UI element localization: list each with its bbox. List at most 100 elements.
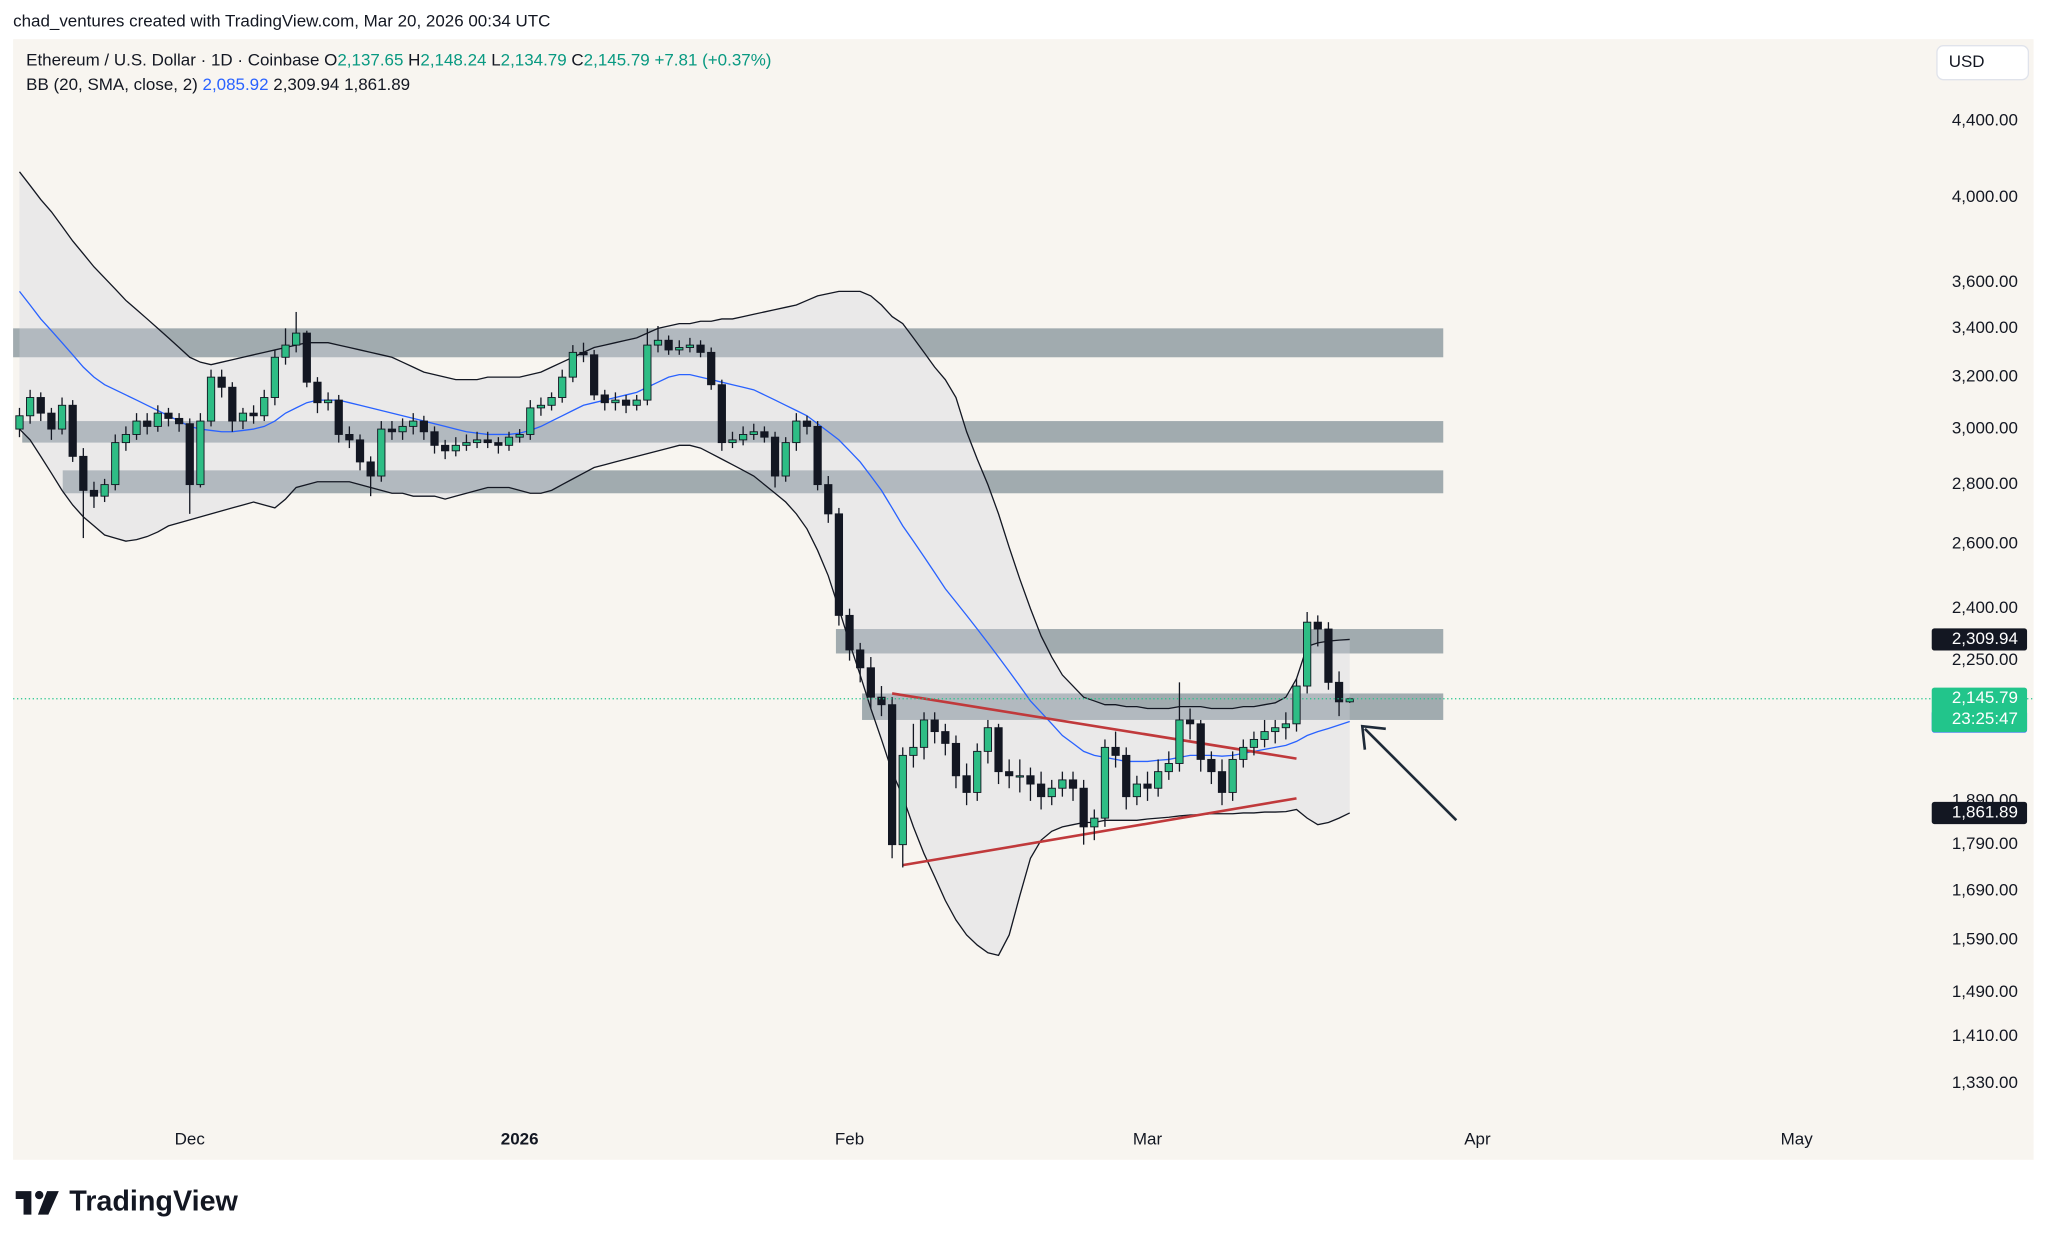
candle-body xyxy=(1005,771,1014,777)
candle-body xyxy=(366,461,375,477)
candle-body xyxy=(739,434,748,441)
y-tick-label: 2,600.00 xyxy=(1952,534,2018,553)
candle-body xyxy=(536,404,546,409)
candle-body xyxy=(292,332,301,346)
indicator-name: BB (20, SMA, close, 2) xyxy=(26,76,198,95)
candle-body xyxy=(760,431,769,438)
candle-body xyxy=(1239,746,1248,760)
currency-button[interactable] xyxy=(1936,45,2030,81)
candle-body xyxy=(206,376,216,422)
candle-body xyxy=(1185,719,1195,725)
y-tick-label: 3,400.00 xyxy=(1952,318,2018,337)
candle-body xyxy=(962,775,971,793)
candle-body xyxy=(1313,621,1322,630)
ohlc-key: O xyxy=(324,51,337,70)
price-zone xyxy=(62,470,1444,494)
candle-body xyxy=(217,376,226,388)
candle-body xyxy=(547,397,556,406)
candle-body xyxy=(377,428,386,477)
candle-body xyxy=(643,344,652,401)
candle-body xyxy=(323,399,333,404)
x-tick-label: Dec xyxy=(175,1130,206,1149)
last-price-badge xyxy=(1931,687,2028,733)
currency[interactable]: USD xyxy=(1949,52,1985,71)
candle-body xyxy=(887,704,897,846)
brand: TradingView xyxy=(69,1185,238,1217)
candle-body xyxy=(36,397,45,414)
candle-body xyxy=(1154,771,1163,789)
candle-body xyxy=(355,439,365,463)
candle-body xyxy=(941,731,950,744)
candle-body xyxy=(1111,746,1120,756)
y-tick-label: 1,790.00 xyxy=(1952,834,2018,853)
candle-body xyxy=(228,386,237,422)
candle-body xyxy=(68,404,77,457)
candle-body xyxy=(579,351,588,356)
ohlc-key: C xyxy=(571,51,583,70)
candle-body xyxy=(26,397,35,417)
candle-body xyxy=(781,442,790,477)
upper-badge xyxy=(1931,628,2028,651)
candle-body xyxy=(1207,758,1216,773)
candle-body xyxy=(664,339,673,351)
candle-body xyxy=(430,431,439,446)
candle-body xyxy=(1228,758,1237,793)
candle-body xyxy=(302,332,311,383)
price-zone xyxy=(835,629,1444,654)
candle-body xyxy=(994,727,1003,773)
candle-body xyxy=(1015,775,1024,778)
y-tick-label: 1,410.00 xyxy=(1952,1026,2018,1045)
x-tick-label: Mar xyxy=(1133,1130,1163,1149)
candle-body xyxy=(164,412,173,419)
x-tick-label: Feb xyxy=(835,1130,864,1149)
candle-body xyxy=(1079,787,1088,828)
candle-body xyxy=(983,727,993,752)
candle-body xyxy=(1132,783,1141,798)
x-tick-label: 2026 xyxy=(501,1130,539,1149)
candle-body xyxy=(462,442,471,446)
y-tick-label: 4,400.00 xyxy=(1952,110,2018,129)
ohlc-key: L xyxy=(491,51,500,70)
candle-body xyxy=(919,719,929,748)
logo-mark xyxy=(35,1190,44,1200)
attribution: chad_ventures created with TradingView.c… xyxy=(13,12,550,31)
candle-body xyxy=(707,351,716,386)
candle-body xyxy=(1090,817,1099,828)
candle-body xyxy=(1303,621,1312,687)
indicator-basis: 2,085.92 xyxy=(203,76,269,95)
logo-mark xyxy=(37,1191,59,1215)
candle-body xyxy=(47,412,56,430)
candle-body xyxy=(1292,685,1301,725)
upper-badge-label: 2,309.94 xyxy=(1952,629,2018,648)
brand-logo xyxy=(15,1190,59,1215)
candle-body xyxy=(1026,775,1035,785)
band-lower xyxy=(19,428,1350,957)
candle-body xyxy=(249,412,258,417)
candle-body xyxy=(419,420,428,433)
y-tick-label: 2,250.00 xyxy=(1952,650,2018,669)
candle-body xyxy=(260,397,269,417)
candle-body xyxy=(1100,746,1110,819)
y-tick-label: 2,800.00 xyxy=(1952,474,2018,493)
candle-body xyxy=(845,614,854,651)
candle-body xyxy=(526,407,535,435)
candle-body xyxy=(398,425,407,433)
candle-body xyxy=(558,376,567,398)
candle-body xyxy=(930,719,939,733)
candle-body xyxy=(770,436,780,477)
candle-body xyxy=(1143,783,1152,789)
y-tick-label: 1,690.00 xyxy=(1952,880,2018,899)
x-tick-label: Apr xyxy=(1464,1130,1491,1149)
band-upper xyxy=(18,171,1350,710)
candle-body xyxy=(898,754,907,846)
candle-body xyxy=(1217,771,1227,793)
candle-body xyxy=(1334,681,1344,703)
last-price-badge-label: 2,145.79 xyxy=(1952,688,2018,707)
candle-body xyxy=(196,420,205,486)
ohlc-key: H xyxy=(408,51,420,70)
candle-body xyxy=(568,351,577,378)
candle-body xyxy=(802,420,812,427)
candle-body xyxy=(334,399,343,435)
